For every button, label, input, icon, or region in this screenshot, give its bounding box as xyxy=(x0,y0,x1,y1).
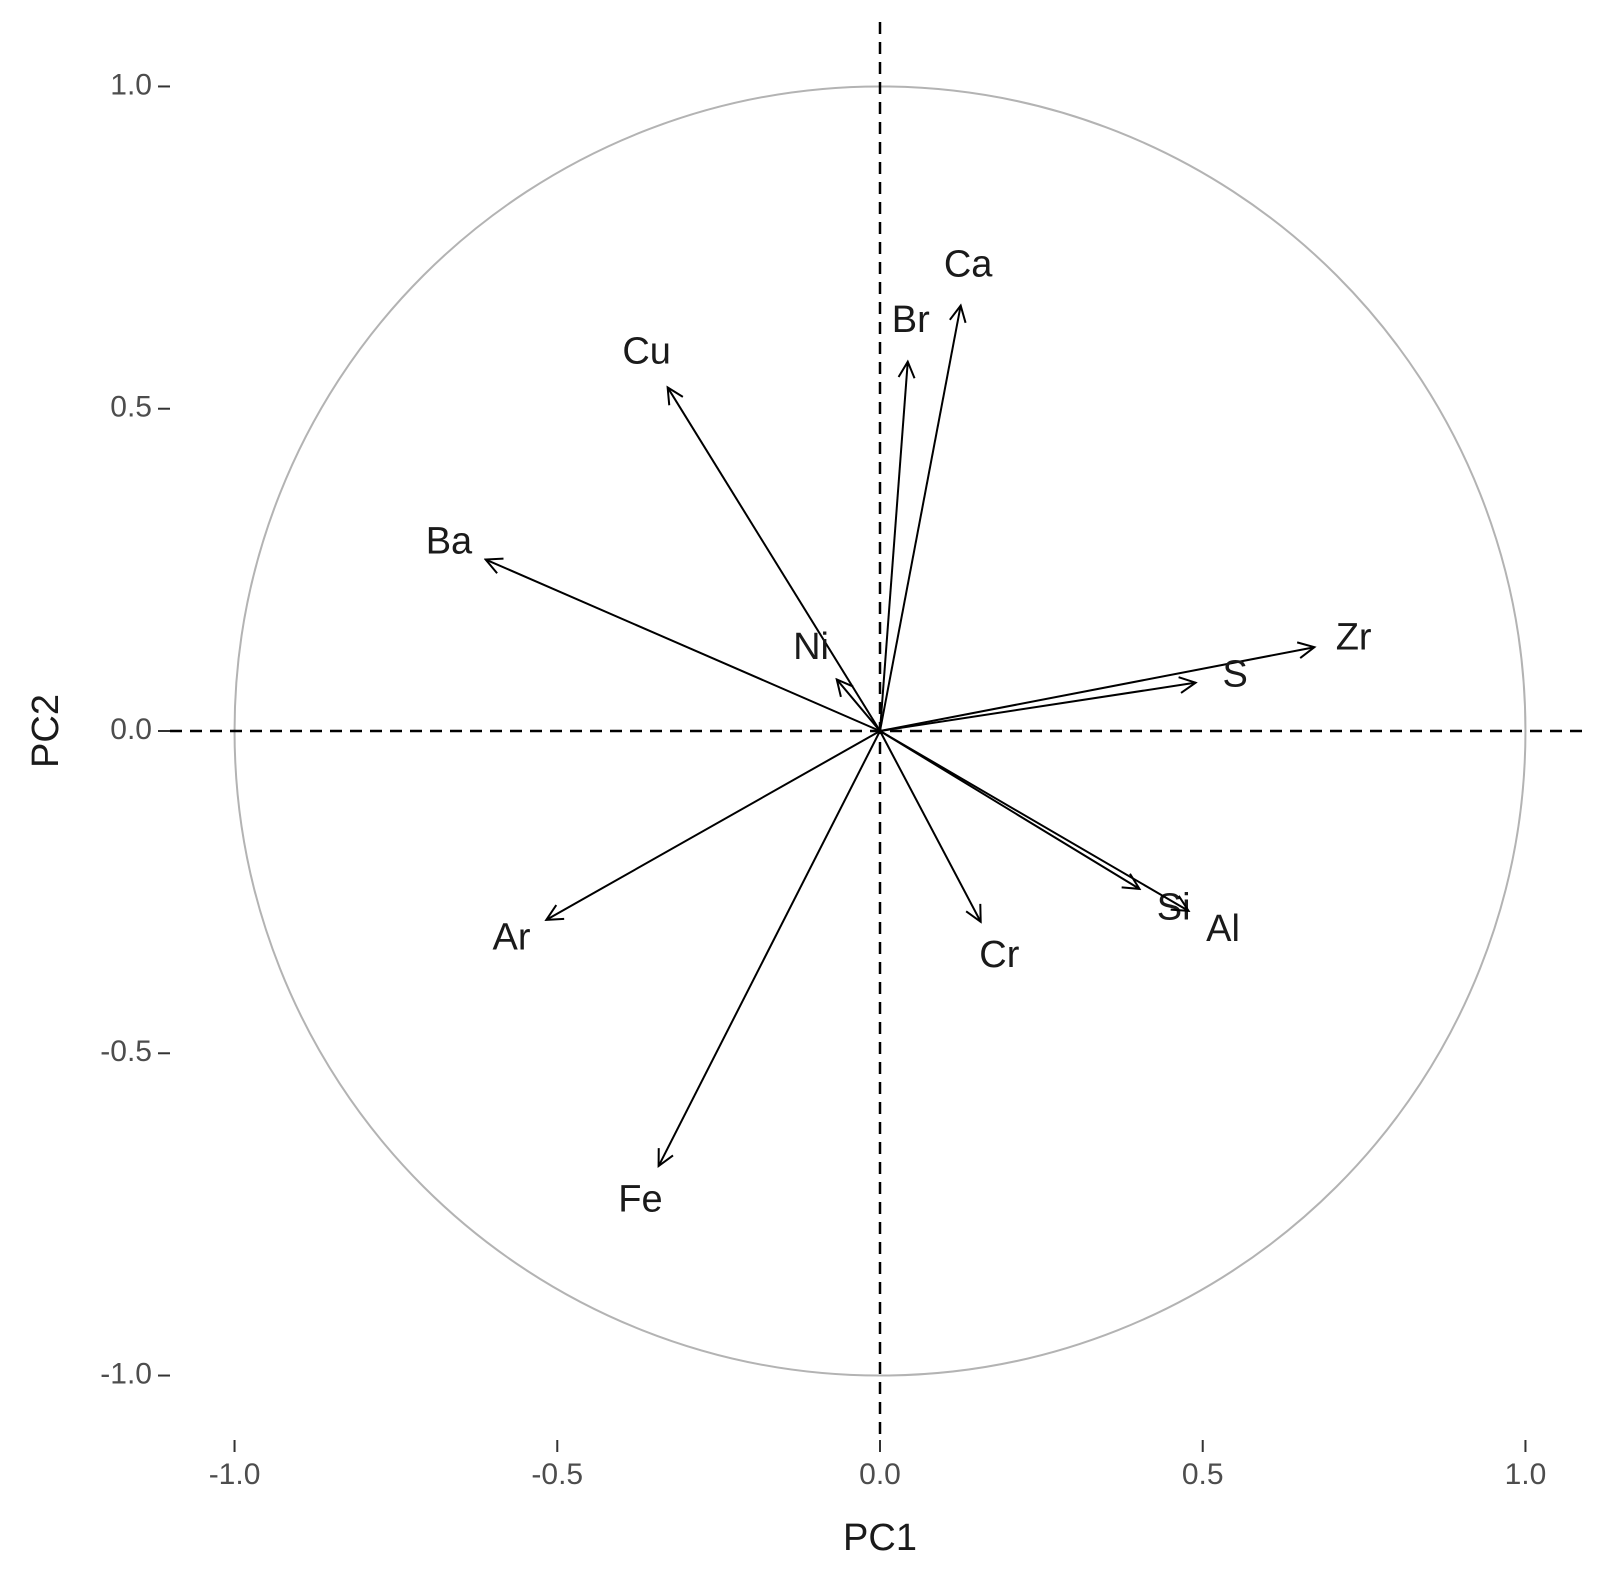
loading-arrow xyxy=(668,387,881,732)
variable-label: Ni xyxy=(793,626,829,668)
variable-label: Al xyxy=(1206,908,1240,950)
y-tick-label: -0.5 xyxy=(100,1035,152,1068)
loading-arrow xyxy=(879,730,1189,911)
x-axis-title: PC1 xyxy=(843,1517,917,1559)
loading-arrow xyxy=(659,730,881,1166)
variable-label: Ar xyxy=(492,917,530,959)
loading-arrow xyxy=(546,730,881,920)
x-tick-label: 0.5 xyxy=(1182,1458,1224,1491)
variable-label: Ca xyxy=(944,243,993,285)
y-tick-label: 0.5 xyxy=(110,391,152,424)
x-tick-label: 1.0 xyxy=(1505,1458,1547,1491)
loading-arrow xyxy=(837,679,881,732)
x-tick-label: 0.0 xyxy=(859,1458,901,1491)
loading-arrow xyxy=(879,647,1314,732)
variable-label: Zr xyxy=(1336,617,1372,659)
loading-arrow xyxy=(486,560,881,732)
variable-label: S xyxy=(1222,654,1247,696)
loading-arrow xyxy=(879,730,981,922)
loading-arrow xyxy=(879,362,908,732)
y-tick-label: 1.0 xyxy=(110,68,152,101)
variable-label: Ba xyxy=(426,521,473,563)
loading-arrow xyxy=(879,683,1196,732)
variable-label: Cr xyxy=(979,934,1019,976)
x-tick-label: -0.5 xyxy=(531,1458,583,1491)
variable-label: Br xyxy=(892,299,930,341)
x-tick-label: -1.0 xyxy=(209,1458,261,1491)
variable-label: Si xyxy=(1157,887,1191,929)
variable-label: Fe xyxy=(618,1179,662,1221)
loading-arrow xyxy=(879,306,961,732)
y-tick-label: 0.0 xyxy=(110,713,152,746)
y-axis-title: PC2 xyxy=(25,694,67,768)
y-tick-label: -1.0 xyxy=(100,1357,152,1390)
variable-label: Cu xyxy=(622,330,671,372)
